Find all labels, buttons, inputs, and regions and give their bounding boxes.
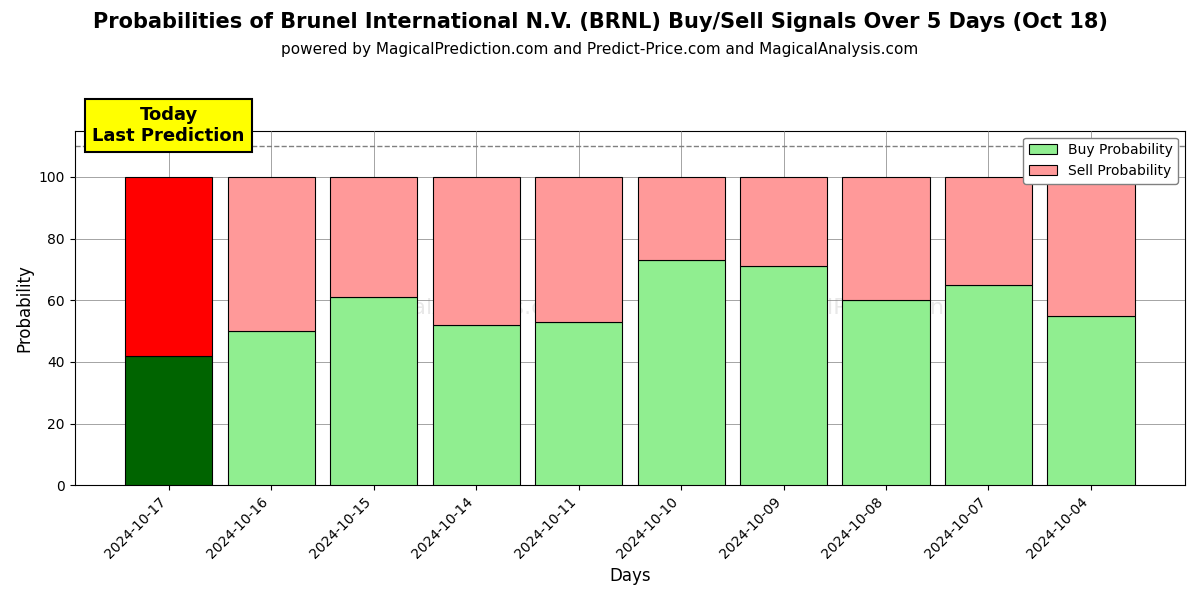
Bar xyxy=(740,266,827,485)
Bar xyxy=(637,260,725,485)
Bar xyxy=(535,322,622,485)
Bar xyxy=(330,177,418,297)
Bar xyxy=(125,356,212,485)
Text: Today
Last Prediction: Today Last Prediction xyxy=(92,106,245,145)
Text: MagicalAnalysis.com: MagicalAnalysis.com xyxy=(348,298,580,318)
Bar xyxy=(1048,316,1134,485)
Bar xyxy=(228,331,314,485)
Bar xyxy=(740,177,827,266)
Bar xyxy=(1048,177,1134,316)
X-axis label: Days: Days xyxy=(610,567,650,585)
Bar xyxy=(228,177,314,331)
Text: powered by MagicalPrediction.com and Predict-Price.com and MagicalAnalysis.com: powered by MagicalPrediction.com and Pre… xyxy=(281,42,919,57)
Bar xyxy=(432,325,520,485)
Bar xyxy=(535,177,622,322)
Text: Probabilities of Brunel International N.V. (BRNL) Buy/Sell Signals Over 5 Days (: Probabilities of Brunel International N.… xyxy=(92,12,1108,32)
Bar xyxy=(637,177,725,260)
Y-axis label: Probability: Probability xyxy=(16,264,34,352)
Bar xyxy=(330,297,418,485)
Bar xyxy=(944,285,1032,485)
Bar xyxy=(842,300,930,485)
Bar xyxy=(944,177,1032,285)
Text: MagicalPrediction.com: MagicalPrediction.com xyxy=(749,298,1000,318)
Bar xyxy=(842,177,930,300)
Legend: Buy Probability, Sell Probability: Buy Probability, Sell Probability xyxy=(1024,137,1178,184)
Bar xyxy=(432,177,520,325)
Bar xyxy=(125,177,212,356)
